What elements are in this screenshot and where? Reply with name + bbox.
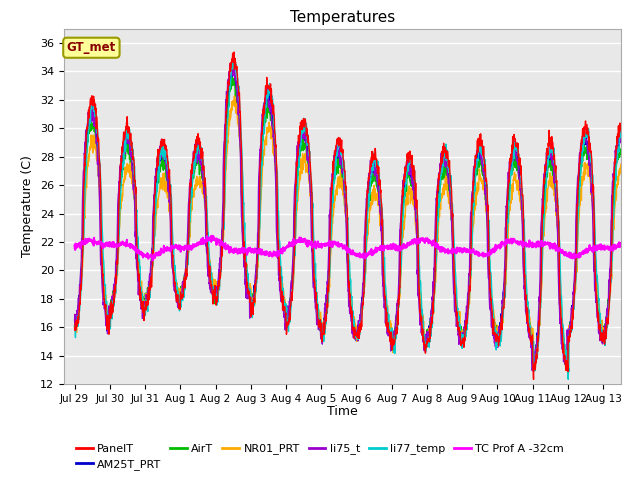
X-axis label: Time: Time — [327, 405, 358, 418]
Y-axis label: Temperature (C): Temperature (C) — [22, 156, 35, 257]
Title: Temperatures: Temperatures — [290, 10, 395, 25]
Text: GT_met: GT_met — [67, 41, 116, 54]
Legend: PanelT, AM25T_PRT, AirT, NR01_PRT, li75_t, li77_temp, TC Prof A -32cm: PanelT, AM25T_PRT, AirT, NR01_PRT, li75_… — [72, 439, 568, 474]
